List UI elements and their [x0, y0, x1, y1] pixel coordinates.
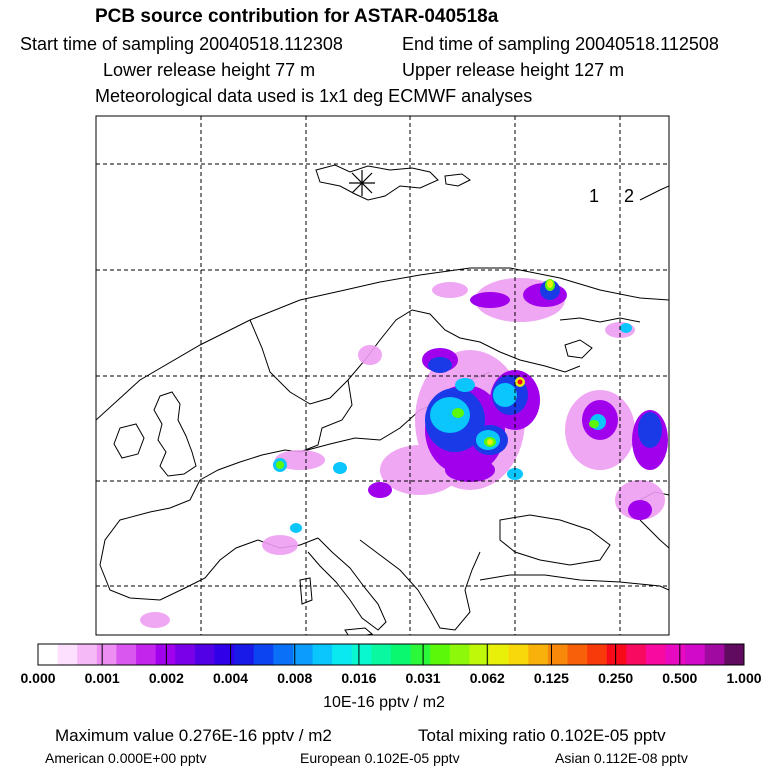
colorbar-swatch	[645, 644, 667, 665]
colorbar-tick-label: 0.000	[20, 670, 56, 686]
end-time-label: End time of sampling 20040518.112508	[402, 34, 719, 54]
colorbar-swatch	[77, 644, 98, 665]
colorbar-tick-label: 0.062	[469, 670, 505, 686]
colorbar-swatch	[273, 644, 294, 665]
colorbar-swatch	[724, 644, 745, 665]
colorbar-swatch	[469, 644, 490, 665]
colorbar-swatch	[704, 644, 725, 665]
colorbar-swatch	[528, 644, 549, 665]
colorbar-swatch	[547, 644, 568, 665]
met-data-label: Meteorological data used is 1x1 deg ECMW…	[95, 86, 533, 106]
colorbar-swatch	[391, 644, 412, 665]
colorbar-swatch	[194, 644, 215, 665]
max-value-label: Maximum value 0.276E-16 pptv / m2	[55, 726, 332, 745]
colorbar-tick-label: 0.002	[148, 670, 184, 686]
colorbar-tick-label: 0.125	[533, 670, 569, 686]
colorbar-swatch	[332, 644, 353, 665]
colorbar-swatch	[96, 644, 117, 665]
plot-title: PCB source contribution for ASTAR-040518…	[95, 6, 499, 27]
colorbar-swatch	[489, 644, 510, 665]
colorbar-swatch	[136, 644, 157, 665]
start-time-label: Start time of sampling 20040518.112308	[20, 34, 343, 54]
colorbar-units: 10E-16 pptv / m2	[323, 694, 445, 711]
american-label: American 0.000E+00 pptv	[45, 750, 207, 766]
colorbar-swatch	[371, 644, 392, 665]
colorbar-tick-label: 0.031	[405, 670, 441, 686]
colorbar-tick-label: 0.250	[598, 670, 634, 686]
colorbar-swatch	[253, 644, 274, 665]
colorbar-swatch	[38, 644, 59, 665]
lower-height-label: Lower release height 77 m	[103, 60, 316, 80]
station-label-1: 1	[589, 186, 599, 206]
map-frame	[95, 115, 670, 636]
upper-height-label: Upper release height 127 m	[402, 60, 625, 80]
colorbar-tick-label: 0.500	[662, 670, 698, 686]
colorbar-swatch	[57, 644, 78, 665]
colorbar-swatch	[587, 644, 608, 665]
colorbar-swatch	[567, 644, 588, 665]
european-label: European 0.102E-05 pptv	[300, 750, 460, 766]
colorbar-swatch	[430, 644, 451, 665]
coastlines	[96, 164, 669, 635]
colorbar-tick-label: 0.008	[277, 670, 313, 686]
colorbar-tick-label: 0.001	[84, 670, 120, 686]
colorbar-swatch	[155, 644, 176, 665]
colorbar-tick-label: 0.016	[341, 670, 377, 686]
colorbar-swatch	[234, 644, 255, 665]
colorbar-swatch	[351, 644, 372, 665]
colorbar-swatch	[410, 644, 431, 665]
asian-label: Asian 0.112E-08 pptv	[555, 750, 688, 766]
colorbar	[37, 643, 745, 666]
colorbar-swatch	[606, 644, 627, 665]
colorbar-swatch	[312, 644, 333, 665]
concentration-field	[140, 278, 668, 628]
lat-lon-grid	[96, 116, 669, 635]
colorbar-swatch	[175, 644, 196, 665]
colorbar-tick-label: 0.004	[213, 670, 249, 686]
colorbar-swatch	[508, 644, 529, 665]
colorbar-swatch	[116, 644, 137, 665]
colorbar-swatch	[449, 644, 470, 665]
colorbar-swatch	[214, 644, 235, 665]
total-mixing-label: Total mixing ratio 0.102E-05 pptv	[418, 726, 666, 745]
colorbar-swatch	[665, 644, 686, 665]
asterisk-star-icon	[349, 170, 375, 196]
colorbar-swatch	[292, 644, 314, 665]
colorbar-tick-label: 1.000	[726, 670, 762, 686]
station-label-2: 2	[624, 186, 634, 206]
colorbar-swatch	[626, 644, 647, 665]
colorbar-swatch	[685, 644, 706, 665]
